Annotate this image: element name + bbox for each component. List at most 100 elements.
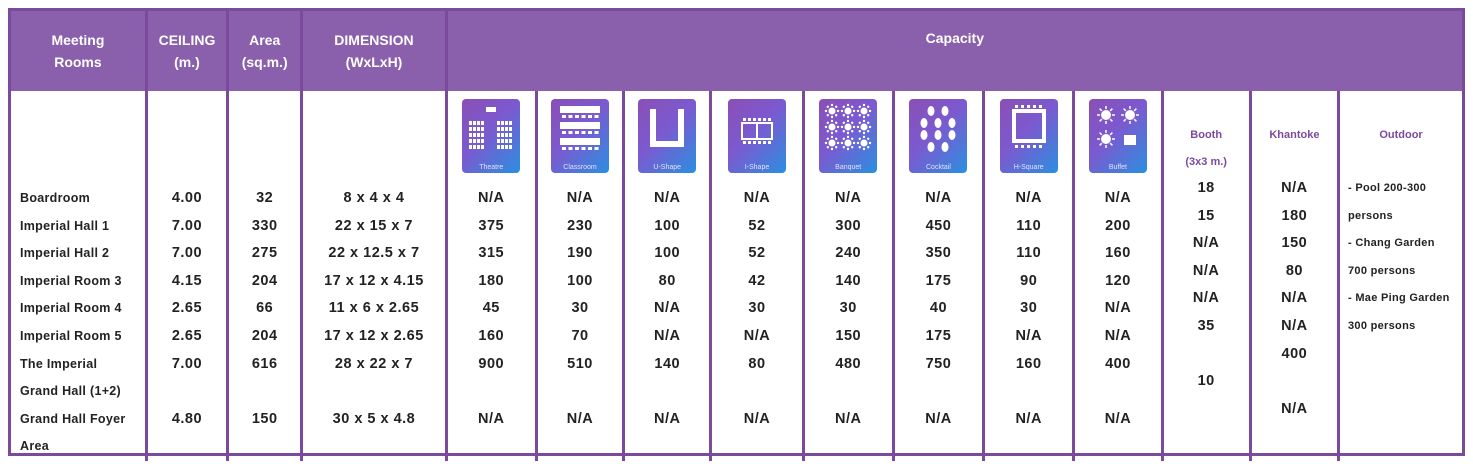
capacity-value: 350 [925,245,952,262]
capacity-value: 30 [1020,300,1038,317]
capacity-value: 30 [839,300,857,317]
capacity-value: 150 [835,327,862,344]
outdoor-line: 700 persons [1348,264,1416,277]
capacity-value [985,378,1072,406]
col-dimension: 8 x 4 x 4 22 x 15 x 7 22 x 12.5 x 7 17 x 12… [301,91,448,461]
capacity-value: N/A [654,190,681,206]
capacity-value: N/A [1104,327,1132,344]
capacity-value: 52 [748,245,766,262]
capacity-value: 200 [1105,217,1131,234]
capacity-value [805,378,892,406]
dim-value: 22 x 15 x 7 [334,217,413,234]
outdoor-header: Outdoor [1379,129,1423,141]
capacity-value: 140 [654,355,681,372]
capacity-value: 160 [1105,245,1131,262]
header-ceiling: CEILING (m.) [146,11,230,91]
capacity-value [625,433,709,461]
layout-label: I-Shape [744,164,770,171]
ceiling-value: 4.00 [171,190,203,206]
layout-values: N/A 52 52 42 30 N/A 80 N/A [712,173,801,461]
capacity-table-frame: Meeting Rooms CEILING (m.) Area (sq.m.) DIM… [8,8,1465,461]
header-dimension: DIMENSION (WxLxH) [301,11,448,91]
capacity-value: 175 [925,272,952,289]
capacity-value: 40 [929,300,948,317]
booth-value [1164,396,1249,424]
layout-label: Cocktail [926,164,951,171]
booth-value: 15 [1197,207,1215,224]
capacity-value: 190 [567,245,593,262]
capacity-value: N/A [1104,190,1132,206]
header-row: Meeting Rooms CEILING (m.) Area (sq.m.) DIM… [11,11,1462,91]
col-outdoor: Outdoor - Pool 200-300 persons - Chang Gard… [1339,91,1462,461]
dim-value: 30 x 5 x 4.8 [332,410,416,427]
booth-value: 10 [1197,373,1215,390]
capacity-value: 480 [835,355,862,372]
khantoke-header: Khantoke [1269,129,1320,141]
dim-value: 28 x 22 x 7 [334,355,413,372]
booth-header: Booth [1190,129,1223,141]
capacity-value [805,433,892,461]
capacity-value: N/A [478,190,505,206]
col-ceiling: 4.00 7.00 7.00 4.15 2.65 2.65 7.00 4.80 [146,91,230,461]
outdoor-line: 300 persons [1348,319,1416,332]
layout-label: Buffet [1108,164,1127,171]
dim-value [303,378,444,406]
outdoor-list: - Pool 200-300 persons - Chang Garden 700 p… [1340,149,1462,341]
dim-value: 8 x 4 x 4 [343,190,405,206]
layout-label: Classroom [563,164,597,171]
area-value: 204 [251,272,278,289]
ceiling-value [148,378,226,406]
khantoke-value: 180 [1281,207,1308,224]
capacity-value [538,433,622,461]
layout-label: Theatre [479,164,504,171]
area-value [229,378,300,406]
booth-value: N/A [1192,290,1220,307]
col-classroom: Classroom N/A 230 190 100 30 70 510 N/A [536,91,626,461]
classroom-icon: Classroom [551,99,609,173]
capacity-value: 300 [835,217,862,234]
room-name: The Imperial [20,356,98,371]
capacity-value: 100 [654,245,681,262]
capacity-value: N/A [834,410,862,427]
capacity-value: 240 [835,245,862,262]
capacity-value: 175 [925,327,952,344]
capacity-value [712,433,801,461]
capacity-value: N/A [1015,410,1042,427]
khantoke-value [1252,368,1337,396]
booth-value: N/A [1192,262,1220,279]
booth-values: 18 15 N/A N/A N/A 35 10 [1164,175,1249,423]
capacity-value: 140 [835,272,862,289]
dim-value: 17 x 12 x 4.15 [324,272,424,289]
outdoor-line: - Pool 200-300 [1348,182,1427,194]
ceiling-value: 2.65 [171,327,203,344]
col-cocktail: Cocktail N/A 450 350 175 40 175 750 N/A [893,91,986,461]
meeting-rooms-table: Meeting Rooms CEILING (m.) Area (sq.m.) DIM… [11,11,1462,461]
room-name: Boardroom [20,191,91,205]
booth-value [1164,341,1249,369]
col-i-shape: I-Shape N/A 52 52 42 30 N/A 80 N/A [710,91,805,461]
capacity-value: 750 [925,355,952,372]
body-row: Boardroom Imperial Hall 1 Imperial Hall 2 I… [11,91,1462,461]
area-value: 330 [251,217,278,234]
capacity-value [895,433,982,461]
capacity-value: 160 [1015,355,1042,372]
capacity-value: 42 [748,272,766,289]
layout-values: N/A 450 350 175 40 175 750 N/A [895,173,982,461]
booth-value: 35 [1197,317,1215,334]
room-name: Imperial Room 5 [20,328,122,343]
area-value: 66 [256,300,274,317]
capacity-value: N/A [743,190,771,206]
khantoke-value: N/A [1281,290,1308,307]
ceiling-value: 2.65 [171,300,203,317]
area-value: 150 [251,410,278,427]
header-capacity: Capacity [446,11,1462,91]
capacity-value: N/A [654,327,681,344]
capacity-value [448,378,535,406]
capacity-value: N/A [1015,327,1042,344]
col-booth: Booth (3x3 m.) 18 15 N/A N/A N/A 35 10 [1162,91,1252,461]
capacity-value: N/A [1015,190,1042,206]
booth-value: N/A [1192,235,1220,252]
area-value: 204 [251,327,278,344]
capacity-value [985,433,1072,461]
layout-values: N/A 375 315 180 45 160 900 N/A [448,173,535,461]
